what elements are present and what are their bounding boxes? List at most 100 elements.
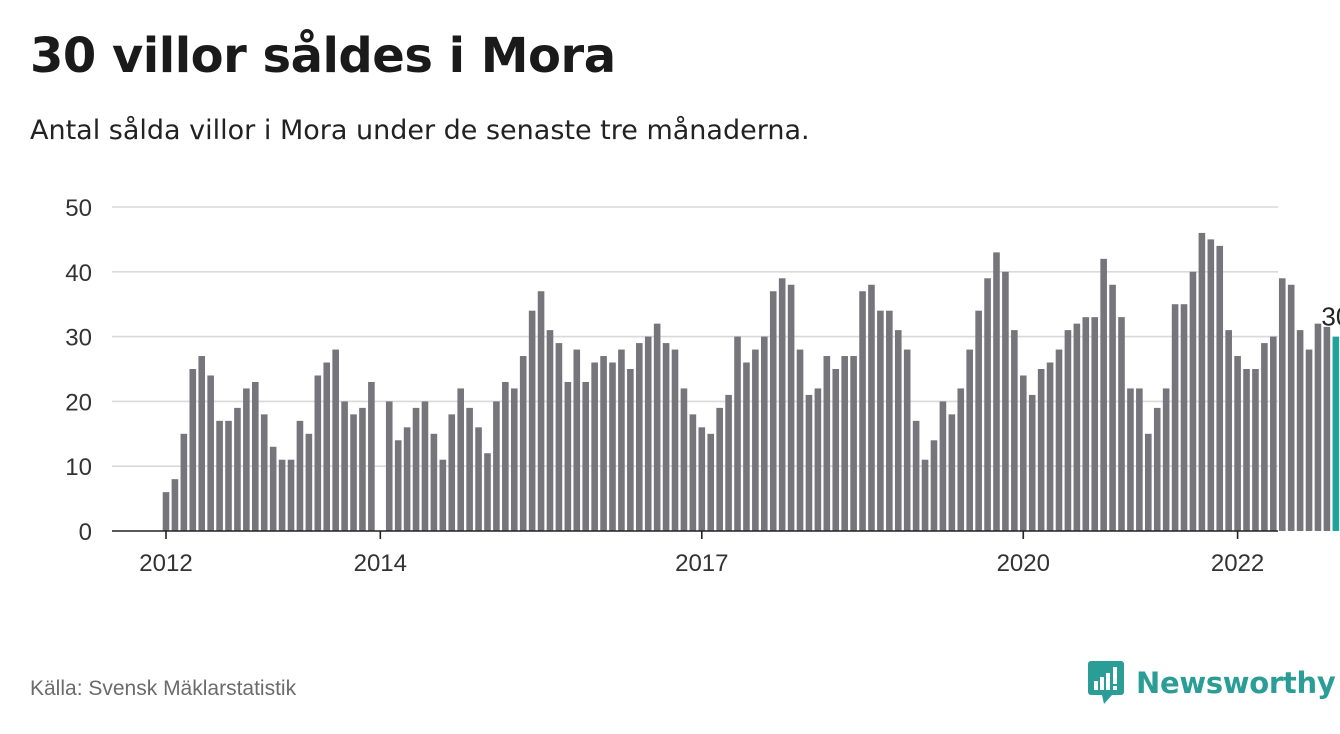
bar — [207, 375, 214, 531]
x-tick-label: 2020 — [997, 550, 1050, 577]
bar — [457, 388, 464, 531]
bar — [1145, 433, 1152, 531]
bar — [510, 388, 518, 531]
bar — [385, 401, 393, 531]
bar — [859, 291, 866, 531]
bar — [769, 291, 777, 531]
bar — [1153, 407, 1161, 531]
bar — [1287, 284, 1295, 531]
bar — [243, 388, 250, 531]
bar — [823, 356, 831, 531]
bar — [1207, 239, 1215, 531]
bar — [448, 414, 456, 531]
bar — [912, 420, 920, 531]
bar — [1296, 330, 1304, 531]
bar — [1314, 323, 1322, 531]
bar — [618, 349, 625, 531]
bar — [162, 492, 170, 531]
bar — [180, 433, 188, 531]
y-tick-label: 30 — [65, 325, 92, 352]
bar — [332, 349, 339, 531]
bar — [502, 381, 509, 531]
y-tick-label: 10 — [65, 454, 92, 481]
y-axis: 0 10 20 30 40 50 — [65, 195, 92, 546]
bar — [778, 278, 786, 531]
bar — [716, 407, 723, 531]
bar — [832, 369, 840, 531]
bar — [1118, 317, 1125, 531]
bar — [734, 336, 741, 531]
bar — [1109, 284, 1116, 531]
bar — [787, 284, 795, 531]
bar — [1037, 369, 1045, 531]
bar — [1278, 278, 1286, 531]
bar — [886, 310, 893, 531]
bar — [537, 291, 545, 531]
bar — [894, 330, 902, 531]
bar — [564, 381, 572, 531]
bar — [368, 381, 375, 531]
bar — [1270, 336, 1277, 531]
bar — [314, 375, 322, 531]
bar — [609, 362, 616, 531]
bar — [814, 388, 822, 531]
bar — [234, 407, 241, 531]
annotations: 30 — [1321, 302, 1340, 332]
bar — [1100, 258, 1107, 531]
bar — [1011, 330, 1018, 531]
x-tick-label: 2022 — [1211, 550, 1264, 577]
bar — [841, 356, 848, 531]
bar — [287, 459, 295, 531]
bar — [689, 414, 697, 531]
bar — [975, 310, 982, 531]
bar — [707, 433, 715, 531]
bar — [627, 369, 634, 531]
bar-chart: 0 10 20 30 40 50 2012 2014 2017 2020 2022 30 — [65, 195, 1340, 577]
bar — [1162, 388, 1170, 531]
bar-highlight — [1332, 336, 1340, 531]
bar — [341, 401, 348, 531]
bar — [439, 459, 447, 531]
bar — [171, 479, 179, 531]
bar — [984, 278, 991, 531]
bar — [350, 414, 357, 531]
bar — [644, 336, 652, 531]
bar — [761, 336, 768, 531]
bar — [725, 394, 732, 531]
bar — [1198, 232, 1206, 532]
bar — [582, 381, 590, 531]
brand-logo: Newsworthy — [1088, 660, 1336, 706]
bar — [1225, 330, 1232, 531]
bar — [216, 420, 223, 531]
x-tick-label: 2012 — [139, 550, 192, 577]
page-title: 30 villor såldes i Mora — [30, 28, 616, 84]
bar — [1243, 369, 1250, 531]
bar — [948, 414, 956, 531]
bar — [430, 433, 438, 531]
bar — [555, 343, 563, 531]
bar — [1082, 317, 1090, 531]
bar — [466, 407, 473, 531]
highlight-data-label: 30 — [1321, 302, 1340, 332]
bar — [412, 407, 420, 531]
bar — [1028, 394, 1036, 531]
bar — [850, 356, 857, 531]
bar — [1180, 304, 1188, 531]
bar — [252, 381, 259, 531]
bar — [1019, 375, 1027, 531]
bar — [305, 433, 313, 531]
bar — [662, 343, 670, 531]
bar — [957, 388, 965, 531]
bar — [1171, 304, 1179, 531]
bar — [680, 388, 688, 531]
bar — [1216, 245, 1224, 531]
bar — [1127, 388, 1134, 531]
bar — [1305, 349, 1313, 531]
bar — [1091, 317, 1099, 531]
bar — [796, 349, 804, 531]
chart-bubble-icon — [1088, 661, 1124, 704]
bar — [1055, 349, 1063, 531]
bar — [591, 362, 598, 531]
bar — [421, 401, 429, 531]
bar — [743, 362, 750, 531]
